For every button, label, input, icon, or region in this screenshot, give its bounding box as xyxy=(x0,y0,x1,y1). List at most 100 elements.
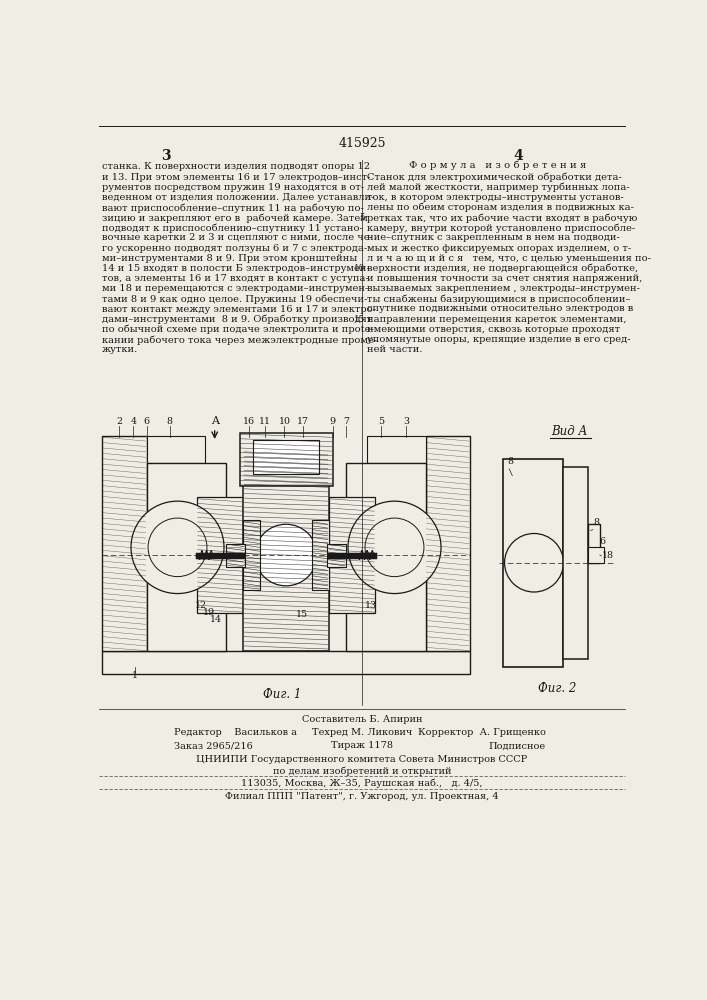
Text: 18: 18 xyxy=(602,551,614,560)
Bar xyxy=(240,433,332,486)
Text: Ф о р м у л а   и з о б р е т е н и я: Ф о р м у л а и з о б р е т е н и я xyxy=(409,160,586,170)
Text: вают контакт между элементами 16 и 17 и электро-: вают контакт между элементами 16 и 17 и … xyxy=(103,305,376,314)
Bar xyxy=(146,436,204,463)
Text: 17: 17 xyxy=(297,417,309,426)
Text: Корректор  А. Грищенко: Корректор А. Грищенко xyxy=(418,728,546,737)
Circle shape xyxy=(255,524,317,586)
Text: ЦНИИПИ Государственного комитета Совета Министров СССР: ЦНИИПИ Государственного комитета Совета … xyxy=(197,755,527,764)
Text: 14 и 15 входят в полости Б электродов–инструмен-: 14 и 15 входят в полости Б электродов–ин… xyxy=(103,264,370,273)
Text: и 13. При этом элементы 16 и 17 электродов–инст-: и 13. При этом элементы 16 и 17 электрод… xyxy=(103,173,371,182)
Text: жутки.: жутки. xyxy=(103,345,139,354)
Bar xyxy=(243,520,260,590)
Text: 19: 19 xyxy=(202,608,214,617)
Text: 15: 15 xyxy=(354,315,365,324)
Text: ток, в котором электроды–инструменты установ-: ток, в котором электроды–инструменты уст… xyxy=(368,193,624,202)
Text: 4: 4 xyxy=(513,149,523,163)
Text: по обычной схеме при подаче электролита и прote-: по обычной схеме при подаче электролита … xyxy=(103,325,374,334)
Bar xyxy=(103,651,469,674)
Text: 12: 12 xyxy=(194,601,206,610)
Circle shape xyxy=(131,501,224,594)
Text: 3: 3 xyxy=(161,149,170,163)
Text: го ускоренно подводят ползуны 6 и 7 с электрода-: го ускоренно подводят ползуны 6 и 7 с эл… xyxy=(103,244,368,253)
Text: Филиал ППП "Патент", г. Ужгород, ул. Проектная, 4: Филиал ППП "Патент", г. Ужгород, ул. Про… xyxy=(225,792,498,801)
Text: Редактор    Васильков а: Редактор Васильков а xyxy=(174,728,296,737)
Text: Техред М. Ликович: Техред М. Ликович xyxy=(312,728,412,737)
Bar xyxy=(312,520,329,590)
Text: рументов посредством пружин 19 находятся в от-: рументов посредством пружин 19 находятся… xyxy=(103,183,365,192)
Text: спутнике подвижными относительно электродов в: спутнике подвижными относительно электро… xyxy=(368,304,633,313)
Text: ты снабжены базирующимися в приспособлении–: ты снабжены базирующимися в приспособлен… xyxy=(368,294,631,304)
Text: ней части.: ней части. xyxy=(368,345,423,354)
Text: 16: 16 xyxy=(243,417,255,426)
Text: дами–инструментами  8 и 9. Обработку производят: дами–инструментами 8 и 9. Обработку прои… xyxy=(103,315,373,324)
Text: 14: 14 xyxy=(210,615,222,624)
Bar xyxy=(226,544,245,567)
Bar xyxy=(426,436,469,651)
Circle shape xyxy=(148,518,207,577)
Text: подводят к приспособлению–спутнику 11 устано-: подводят к приспособлению–спутнику 11 ус… xyxy=(103,223,363,233)
Text: вызываемых закреплением , электроды–инструмен-: вызываемых закреплением , электроды–инст… xyxy=(368,284,641,293)
Text: Станок для электрохимической обработки дета-: Станок для электрохимической обработки д… xyxy=(368,172,622,182)
Text: упомянутые опоры, крепящие изделие в его сред-: упомянутые опоры, крепящие изделие в его… xyxy=(368,335,631,344)
Text: 415925: 415925 xyxy=(338,137,386,150)
Text: л и ч а ю щ и й с я   тем, что, с целью уменьшения по-: л и ч а ю щ и й с я тем, что, с целью ум… xyxy=(368,254,651,263)
Bar xyxy=(327,544,346,567)
Text: 13: 13 xyxy=(366,601,378,610)
Bar xyxy=(253,440,319,474)
Text: 15: 15 xyxy=(296,610,308,619)
Text: 1: 1 xyxy=(132,671,138,680)
Text: имеющими отверстия, сквозь которые проходят: имеющими отверстия, сквозь которые прохо… xyxy=(368,325,621,334)
Text: лей малой жесткости, например турбинных лопа-: лей малой жесткости, например турбинных … xyxy=(368,183,630,192)
Text: ние–спутник с закрепленным в нем на подводи-: ние–спутник с закрепленным в нем на подв… xyxy=(368,233,620,242)
Text: ми–инструментами 8 и 9. При этом кронштейны: ми–инструментами 8 и 9. При этом кронште… xyxy=(103,254,358,263)
Text: зицию и закрепляют его в  рабочей камере. Затем: зицию и закрепляют его в рабочей камере.… xyxy=(103,213,368,223)
Bar xyxy=(146,463,226,651)
Text: 6: 6 xyxy=(599,537,605,546)
Text: веденном от изделия положении. Далее устанавли-: веденном от изделия положении. Далее уст… xyxy=(103,193,375,202)
Text: вают приспособление–спутник 11 на рабочую по-: вают приспособление–спутник 11 на рабочу… xyxy=(103,203,364,213)
Text: 3: 3 xyxy=(403,417,409,426)
Circle shape xyxy=(505,533,563,592)
Text: 8: 8 xyxy=(167,417,173,426)
Bar xyxy=(197,497,243,613)
Text: тов, а элементы 16 и 17 входят в контакт с уступа-: тов, а элементы 16 и 17 входят в контакт… xyxy=(103,274,369,283)
Text: 7: 7 xyxy=(344,417,349,426)
Text: 5: 5 xyxy=(378,417,385,426)
Text: 10: 10 xyxy=(279,417,291,426)
Text: кании рабочего тока через межэлектродные проме-: кании рабочего тока через межэлектродные… xyxy=(103,335,378,345)
Text: 5: 5 xyxy=(360,213,365,222)
Text: тами 8 и 9 как одно целое. Пружины 19 обеспечи-: тами 8 и 9 как одно целое. Пружины 19 об… xyxy=(103,294,368,304)
Text: 113035, Москва, Ж–35, Раушская наб.,   д. 4/5,: 113035, Москва, Ж–35, Раушская наб., д. … xyxy=(241,778,483,788)
Text: мых и жестко фиксируемых опорах изделием, о т-: мых и жестко фиксируемых опорах изделием… xyxy=(368,244,631,253)
Text: 6: 6 xyxy=(144,417,150,426)
Text: Подписное: Подписное xyxy=(489,741,546,750)
Text: камеру, внутри которой установлено приспособле-: камеру, внутри которой установлено присп… xyxy=(368,223,636,233)
Text: ми 18 и перемещаются с электродами–инструмен-: ми 18 и перемещаются с электродами–инстр… xyxy=(103,284,368,293)
Text: A: A xyxy=(211,416,218,426)
Text: верхности изделия, не подвергающейся обработке,: верхности изделия, не подвергающейся обр… xyxy=(368,264,638,273)
Bar xyxy=(368,436,426,463)
Text: направлении перемещения кареток элементами,: направлении перемещения кареток элемента… xyxy=(368,315,627,324)
Circle shape xyxy=(348,501,441,594)
Bar xyxy=(103,436,146,651)
Text: 4: 4 xyxy=(130,417,136,426)
Bar xyxy=(346,463,426,651)
Text: 9: 9 xyxy=(329,417,336,426)
Text: ретках так, что их рабочие части входят в рабочую: ретках так, что их рабочие части входят … xyxy=(368,213,638,223)
Circle shape xyxy=(365,518,424,577)
Text: вочные каретки 2 и 3 и сцепляют с ними, после че-: вочные каретки 2 и 3 и сцепляют с ними, … xyxy=(103,233,373,242)
Text: Фиг. 1: Фиг. 1 xyxy=(263,688,301,701)
Text: Вид А: Вид А xyxy=(551,425,587,438)
Text: и повышения точности за счет снятия напряжений,: и повышения точности за счет снятия напр… xyxy=(368,274,643,283)
Bar xyxy=(588,547,604,563)
Text: лены по обеим сторонам изделия в подвижных ка-: лены по обеим сторонам изделия в подвижн… xyxy=(368,203,634,212)
Text: Составитель Б. Апирин: Составитель Б. Апирин xyxy=(302,715,422,724)
Bar xyxy=(243,451,329,651)
Bar xyxy=(563,466,588,659)
Bar xyxy=(329,497,375,613)
Text: Тираж 1178: Тираж 1178 xyxy=(331,741,393,750)
Text: 10: 10 xyxy=(354,264,365,273)
Text: по делам изобретений и открытий: по делам изобретений и открытий xyxy=(273,766,451,776)
Text: Фиг. 2: Фиг. 2 xyxy=(538,682,576,695)
Bar xyxy=(503,459,563,667)
